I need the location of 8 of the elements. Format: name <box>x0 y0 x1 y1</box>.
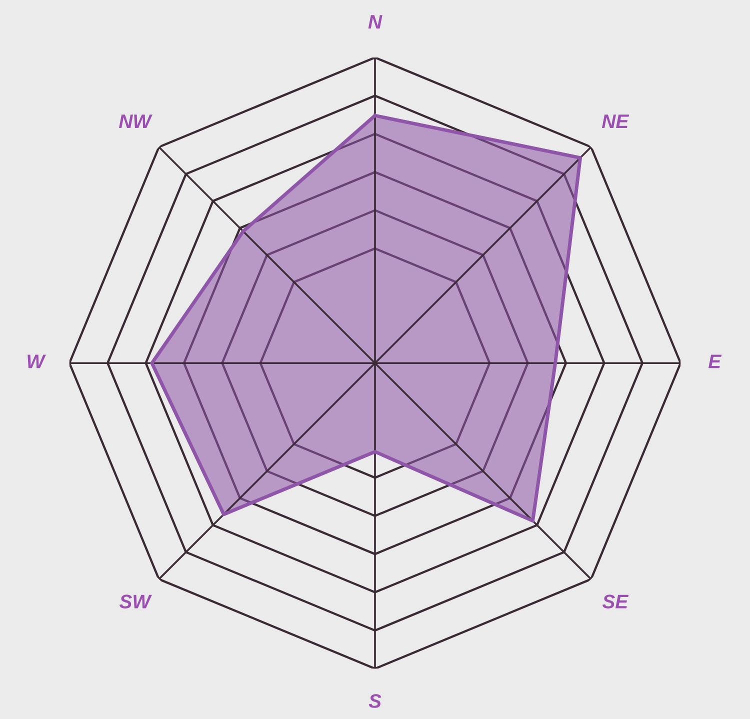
spoke-label: NW <box>119 114 152 128</box>
spoke-label: S <box>368 694 382 708</box>
spoke-label: W <box>28 354 46 368</box>
spoke-label: NE <box>602 114 630 128</box>
spoke-label: N <box>368 15 382 29</box>
spoke-label: SE <box>602 594 629 608</box>
spoke-label: SW <box>119 594 152 608</box>
spoke-label: E <box>708 354 722 368</box>
